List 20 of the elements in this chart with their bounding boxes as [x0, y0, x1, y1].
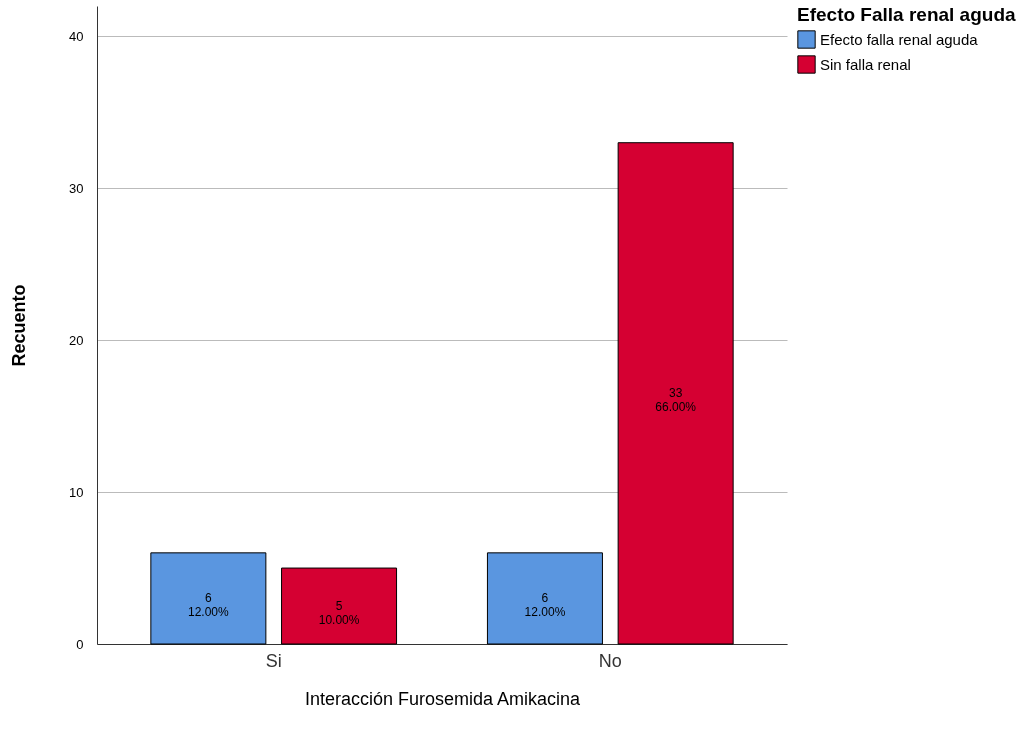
- bar: [486, 552, 603, 645]
- legend-label: Efecto falla renal aguda: [820, 30, 979, 48]
- bar: [617, 142, 734, 645]
- data-label: 6 12.00%: [188, 591, 230, 620]
- y-tick-label: 0: [76, 636, 84, 652]
- y-tick-label: 20: [69, 332, 84, 348]
- x-tick-label: Si: [265, 650, 282, 671]
- y-tick-label: 30: [69, 180, 84, 196]
- x-axis-title: Interacción Furosemida Amikacina: [304, 688, 582, 709]
- y-tick-label: 10: [69, 484, 84, 500]
- x-tick-label: No: [598, 650, 622, 671]
- y-tick-label: 40: [69, 28, 84, 44]
- y-axis-title: Recuento: [9, 284, 30, 367]
- data-label: 5 10.00%: [318, 599, 360, 628]
- data-label: 33 66.00%: [655, 386, 697, 415]
- bar: [150, 552, 267, 645]
- data-label: 6 12.00%: [524, 591, 566, 620]
- legend-label: Sin falla renal: [820, 55, 911, 73]
- legend-title: Efecto Falla renal aguda: [797, 4, 1016, 25]
- bar: [281, 567, 398, 645]
